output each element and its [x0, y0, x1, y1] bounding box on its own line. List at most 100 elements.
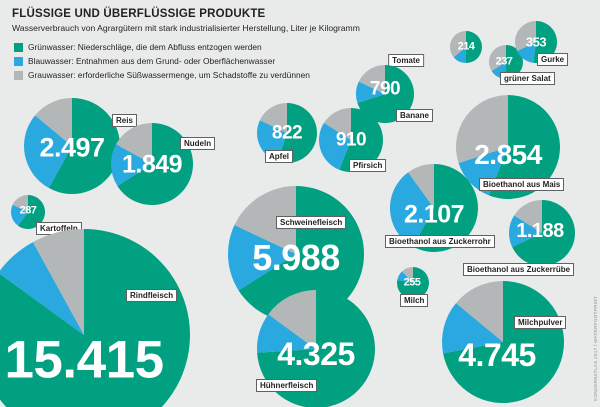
pie-slice-blauwasser — [509, 215, 542, 248]
pie-slice-grauwasser — [32, 229, 84, 335]
bubble-h-hnerfleisch[interactable] — [257, 290, 375, 407]
pie-chart — [515, 20, 558, 63]
pie-slice-grauwasser — [12, 195, 28, 212]
legend-swatch-icon — [14, 56, 23, 66]
pie-chart — [24, 98, 121, 194]
bubble-label: Schweinefleisch — [276, 216, 347, 229]
legend-item: Grünwasser: Niederschläge, die dem Abflu… — [14, 41, 310, 53]
pie-chart — [11, 195, 46, 229]
legend-item-label: Grauwasser: erforderliche Süßwassermenge… — [28, 70, 310, 80]
pie-slice-blauwasser — [517, 42, 536, 63]
bubble-tomate[interactable] — [449, 31, 482, 63]
pie-slice-grünwasser — [277, 103, 318, 163]
pie-chart — [449, 31, 482, 63]
pie-slice-grünwasser — [533, 20, 558, 63]
pie-chart — [318, 108, 384, 172]
pie-slice-grünwasser — [412, 164, 478, 252]
pie-slice-grauwasser — [116, 123, 152, 164]
pie-slice-grünwasser — [18, 195, 46, 229]
pie-slice-grauwasser — [514, 200, 542, 233]
pie-chart — [257, 290, 375, 407]
pie-slice-grünwasser — [396, 267, 429, 299]
bubble-label: Reis — [112, 114, 137, 127]
pie-slice-blauwasser — [257, 314, 316, 353]
pie-slice-grünwasser — [443, 281, 564, 403]
pie-slice-grünwasser — [488, 95, 560, 199]
bubble-label: grüner Salat — [500, 72, 555, 85]
bubble-milch[interactable] — [396, 267, 429, 299]
pie-slice-grauwasser — [234, 186, 296, 254]
legend-swatch-icon — [14, 70, 23, 80]
pie-chart — [356, 65, 415, 123]
bubble-label: Milch — [400, 294, 429, 307]
pie-slice-grauwasser — [323, 108, 351, 140]
pie-slice-blauwasser — [458, 147, 508, 196]
bubble-nudeln[interactable] — [110, 123, 193, 205]
bubble-label: Milchpulver — [514, 316, 567, 329]
bubble-banane[interactable] — [356, 65, 415, 123]
pie-slice-grünwasser — [339, 108, 384, 172]
bubble-label: Gurke — [537, 53, 569, 66]
bubble-label: Pfirsich — [349, 159, 387, 172]
pie-slice-grauwasser — [456, 95, 508, 164]
pie-slice-grauwasser — [259, 103, 287, 133]
pie-slice-grünwasser — [357, 65, 415, 123]
pie-slice-blauwasser — [11, 204, 29, 226]
bubble-label: Tomate — [388, 54, 424, 67]
pie-chart — [396, 267, 429, 299]
pie-chart — [509, 200, 575, 266]
pie-slice-grauwasser — [35, 98, 72, 146]
pie-chart — [0, 229, 190, 407]
pie-slice-grauwasser — [449, 31, 466, 58]
pie-slice-grauwasser — [358, 65, 385, 94]
bubble-pfirsich[interactable] — [318, 108, 384, 172]
page-title: FLÜSSIGE UND ÜBERFLÜSSIGE PRODUKTE — [12, 8, 266, 20]
legend-item: Grauwasser: erforderliche Süßwassermenge… — [14, 69, 310, 81]
bubble-bioethanol-aus-zuckerr-be[interactable] — [509, 200, 575, 266]
pie-slice-grünwasser — [466, 31, 482, 63]
pie-chart — [456, 95, 560, 199]
legend-swatch-icon — [14, 42, 23, 52]
bubble-label: Rindfleisch — [126, 289, 178, 302]
page-subtitle: Wasserverbrauch von Agrargütern mit star… — [12, 23, 360, 33]
pie-chart — [389, 164, 478, 252]
bubble-milchpulver[interactable] — [442, 281, 564, 403]
pie-slice-grauwasser — [268, 290, 316, 349]
bubble-label: Banane — [396, 109, 433, 122]
pie-slice-grauwasser — [456, 281, 503, 342]
legend-item: Blauwasser: Entnahmen aus dem Grund- ode… — [14, 55, 310, 67]
legend-item-label: Blauwasser: Entnahmen aus dem Grund- ode… — [28, 56, 276, 66]
pie-slice-grünwasser — [117, 123, 193, 205]
source-credit: KONZERNATLAS 2017 / WATERFOOTPRINT — [593, 296, 598, 401]
bubble-label: Bioethanol aus Zuckerrübe — [463, 263, 575, 276]
legend-item-label: Grünwasser: Niederschläge, die dem Abflu… — [28, 42, 262, 52]
bubble-label: Apfel — [265, 150, 293, 163]
pie-slice-blauwasser — [397, 271, 413, 283]
pie-slice-grauwasser — [515, 21, 536, 51]
pie-slice-grauwasser — [408, 164, 434, 208]
pie-slice-blauwasser — [389, 172, 434, 247]
bubble-kartoffeln[interactable] — [11, 195, 46, 229]
pie-slice-blauwasser — [110, 144, 152, 186]
pie-slice-blauwasser — [442, 303, 503, 354]
legend: Grünwasser: Niederschläge, die dem Abflu… — [14, 41, 310, 83]
pie-slice-blauwasser — [228, 225, 296, 291]
pie-slice-blauwasser — [24, 115, 72, 189]
bubble-rindfleisch[interactable] — [0, 229, 190, 407]
pie-slice-grauwasser — [489, 45, 506, 72]
pie-slice-grauwasser — [402, 267, 413, 283]
bubble-bioethanol-aus-mais[interactable] — [456, 95, 560, 199]
bubble-bioethanol-aus-zuckerrohr[interactable] — [389, 164, 478, 252]
bubble-label: Bioethanol aus Mais — [479, 178, 565, 191]
bubble-label: Hühnerfleisch — [256, 379, 318, 392]
pie-slice-grünwasser — [257, 290, 375, 407]
pie-slice-blauwasser — [453, 47, 466, 63]
bubble-gurke[interactable] — [515, 20, 558, 63]
pie-slice-blauwasser — [0, 242, 84, 335]
pie-slice-grünwasser — [0, 229, 190, 407]
pie-chart — [442, 281, 564, 403]
pie-chart — [110, 123, 193, 205]
bubble-reis[interactable] — [24, 98, 121, 194]
header: FLÜSSIGE UND ÜBERFLÜSSIGE PRODUKTE Wasse… — [12, 8, 432, 34]
